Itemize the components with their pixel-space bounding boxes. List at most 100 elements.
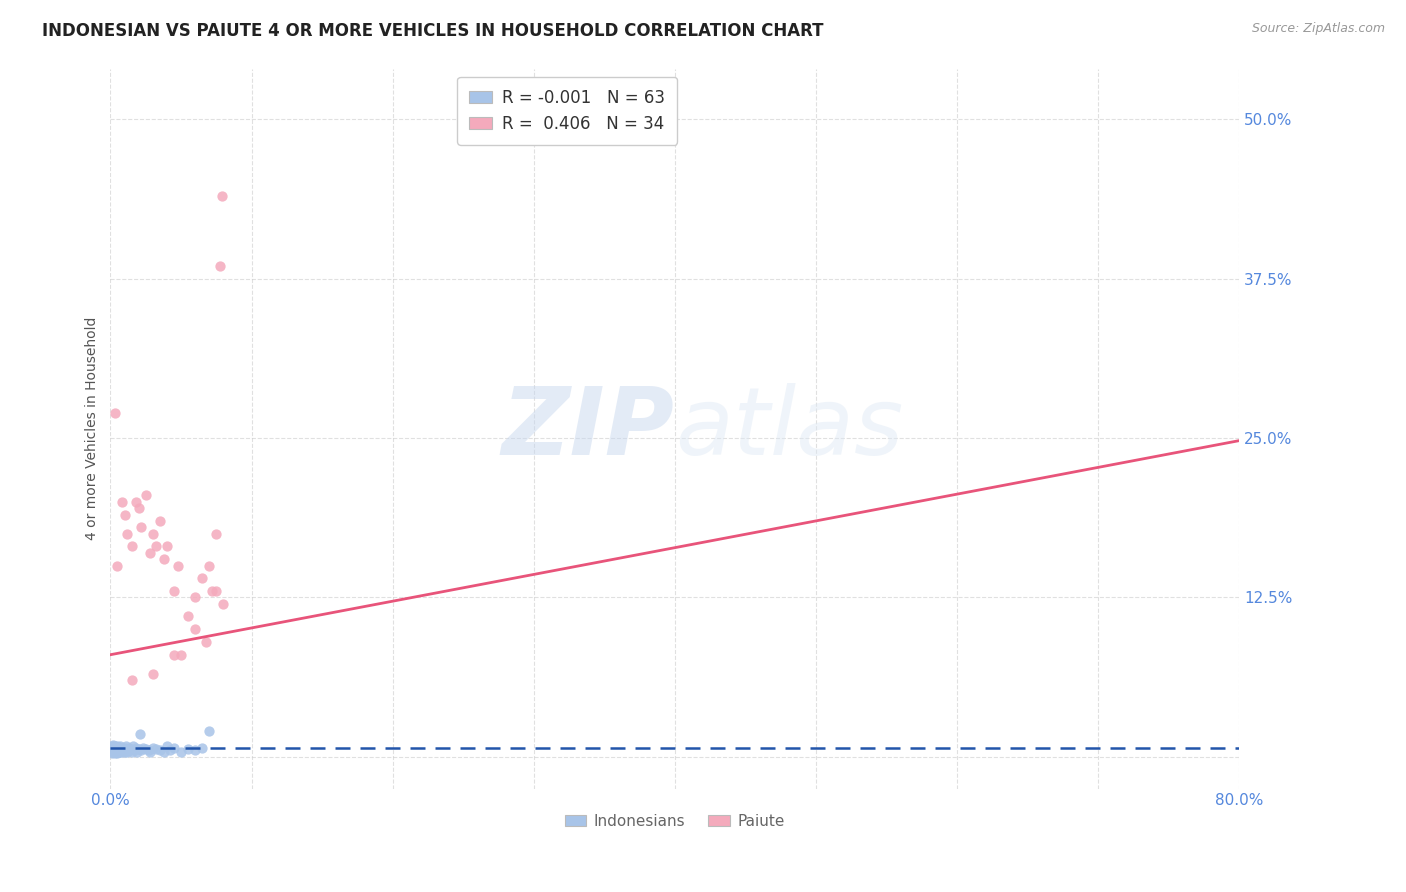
Point	[191, 571, 214, 585]
Point	[184, 622, 207, 636]
Point	[103, 740, 125, 755]
Point	[163, 740, 186, 755]
Point	[145, 540, 167, 554]
Legend: Indonesians, Paiute: Indonesians, Paiute	[558, 807, 792, 835]
Point	[211, 189, 233, 203]
Point	[103, 742, 125, 756]
Point	[127, 745, 149, 759]
Point	[117, 745, 139, 759]
Point	[104, 742, 127, 756]
Point	[132, 740, 155, 755]
Point	[105, 740, 128, 755]
Point	[184, 591, 207, 605]
Point	[135, 488, 157, 502]
Point	[177, 742, 200, 756]
Point	[212, 597, 235, 611]
Point	[107, 743, 129, 757]
Point	[122, 739, 145, 754]
Point	[103, 738, 125, 752]
Text: ZIP: ZIP	[502, 383, 675, 475]
Point	[118, 740, 141, 755]
Point	[107, 558, 129, 573]
Point	[131, 743, 153, 757]
Point	[205, 584, 228, 599]
Point	[110, 745, 132, 759]
Point	[125, 495, 148, 509]
Point	[112, 743, 135, 757]
Point	[145, 742, 167, 756]
Point	[138, 743, 160, 757]
Point	[163, 648, 186, 662]
Point	[139, 546, 162, 560]
Point	[103, 745, 125, 759]
Point	[111, 745, 134, 759]
Point	[101, 746, 124, 760]
Point	[101, 743, 124, 757]
Point	[108, 740, 131, 755]
Y-axis label: 4 or more Vehicles in Household: 4 or more Vehicles in Household	[86, 317, 100, 541]
Point	[111, 743, 134, 757]
Point	[167, 558, 190, 573]
Text: Source: ZipAtlas.com: Source: ZipAtlas.com	[1251, 22, 1385, 36]
Point	[184, 743, 207, 757]
Point	[114, 508, 136, 522]
Point	[142, 666, 165, 681]
Point	[107, 742, 129, 756]
Point	[111, 495, 134, 509]
Point	[107, 739, 129, 754]
Point	[170, 745, 193, 759]
Point	[153, 745, 176, 759]
Point	[108, 745, 131, 759]
Point	[120, 742, 142, 756]
Point	[149, 743, 172, 757]
Point	[104, 739, 127, 754]
Point	[121, 673, 143, 688]
Point	[149, 514, 172, 528]
Text: INDONESIAN VS PAIUTE 4 OR MORE VEHICLES IN HOUSEHOLD CORRELATION CHART: INDONESIAN VS PAIUTE 4 OR MORE VEHICLES …	[42, 22, 824, 40]
Point	[128, 742, 150, 756]
Point	[177, 609, 200, 624]
Point	[128, 501, 150, 516]
Point	[156, 540, 179, 554]
Point	[191, 740, 214, 755]
Point	[114, 745, 136, 759]
Point	[114, 740, 136, 755]
Text: atlas: atlas	[675, 383, 903, 474]
Point	[111, 740, 134, 755]
Point	[107, 746, 129, 760]
Point	[201, 584, 224, 599]
Point	[104, 406, 127, 420]
Point	[131, 520, 153, 534]
Point	[156, 739, 179, 754]
Point	[121, 540, 143, 554]
Point	[105, 743, 128, 757]
Point	[115, 743, 138, 757]
Point	[120, 743, 142, 757]
Point	[103, 743, 125, 757]
Point	[159, 743, 181, 757]
Point	[142, 526, 165, 541]
Point	[209, 259, 232, 273]
Point	[101, 739, 124, 754]
Point	[117, 526, 139, 541]
Point	[117, 742, 139, 756]
Point	[153, 552, 176, 566]
Point	[112, 742, 135, 756]
Point	[135, 742, 157, 756]
Point	[121, 745, 143, 759]
Point	[125, 740, 148, 755]
Point	[163, 584, 186, 599]
Point	[105, 745, 128, 759]
Point	[195, 635, 218, 649]
Point	[108, 743, 131, 757]
Point	[110, 739, 132, 754]
Point	[110, 742, 132, 756]
Point	[198, 558, 221, 573]
Point	[198, 724, 221, 739]
Point	[124, 743, 146, 757]
Point	[142, 740, 165, 755]
Point	[104, 746, 127, 760]
Point	[205, 526, 228, 541]
Point	[129, 727, 152, 741]
Point	[139, 745, 162, 759]
